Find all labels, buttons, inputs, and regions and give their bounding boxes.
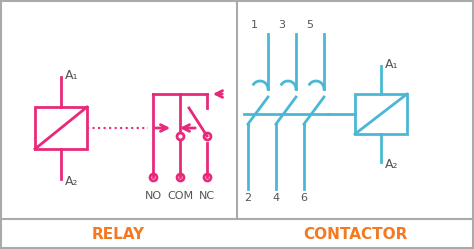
Text: A₁: A₁ [385,58,399,70]
Bar [355,94,407,134]
Text: 3: 3 [279,20,285,30]
Text: NC: NC [199,191,215,201]
Text: 4: 4 [273,193,280,203]
Text: 5: 5 [307,20,313,30]
Text: 2: 2 [245,193,252,203]
Bar [35,107,87,149]
Text: NO: NO [145,191,162,201]
Text: RELAY: RELAY [91,227,145,242]
Text: A₂: A₂ [65,175,79,187]
Text: COM: COM [167,191,193,201]
Text: A₁: A₁ [65,68,79,81]
Text: 6: 6 [301,193,308,203]
Text: A₂: A₂ [385,158,399,171]
Text: CONTACTOR: CONTACTOR [303,227,407,242]
Text: 1: 1 [250,20,257,30]
